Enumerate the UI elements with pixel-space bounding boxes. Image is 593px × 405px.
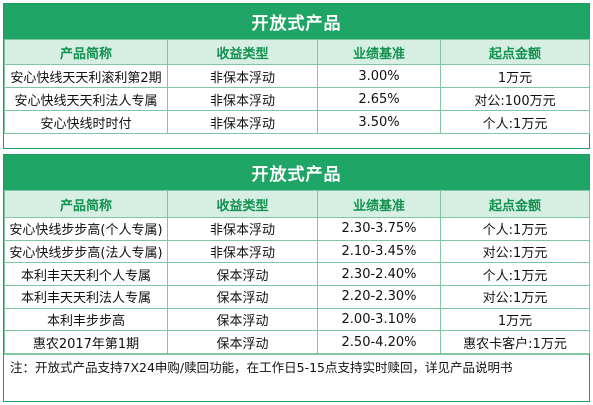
cell-benchmark: 2.30-3.75% xyxy=(317,217,441,241)
cell-yield-type: 保本浮动 xyxy=(167,285,318,309)
cell-min-amount: 个人:1万元 xyxy=(440,262,590,287)
cell-benchmark: 2.50-4.20% xyxy=(317,330,441,355)
table-row: 本利丰步步高 保本浮动 2.00-3.10% 1万元 xyxy=(4,307,590,332)
cell-benchmark: 2.10-3.45% xyxy=(317,239,441,264)
header-product-name: 产品简称 xyxy=(4,39,168,65)
cell-benchmark: 2.65% xyxy=(317,87,441,111)
table-row: 安心快线天天利法人专属 非保本浮动 2.65% 对公:100万元 xyxy=(4,87,590,111)
table-header-row: 产品简称 收益类型 业绩基准 起点金额 xyxy=(4,39,590,65)
cell-min-amount: 个人:1万元 xyxy=(440,110,590,134)
cell-product-name: 安心快线天天利法人专属 xyxy=(4,87,168,111)
footnote: 注：开放式产品支持7X24申购/赎回功能，在工作日5-15点支持实时赎回，详见产… xyxy=(4,354,589,377)
cell-benchmark: 2.00-3.10% xyxy=(317,307,441,332)
table-row: 安心快线天天利滚利第2期 非保本浮动 3.00% 1万元 xyxy=(4,64,590,88)
cell-product-name: 本利丰步步高 xyxy=(4,307,168,332)
cell-product-name: 安心快线步步高(法人专属) xyxy=(4,239,168,264)
cell-min-amount: 惠农卡客户:1万元 xyxy=(440,330,590,355)
panel-title: 开放式产品 xyxy=(4,4,589,39)
cell-min-amount: 对公:1万元 xyxy=(440,285,590,309)
header-yield-type: 收益类型 xyxy=(167,190,318,218)
table-row: 本利丰天天利法人专属 保本浮动 2.20-2.30% 对公:1万元 xyxy=(4,285,590,309)
cell-product-name: 惠农2017年第1期 xyxy=(4,330,168,355)
cell-yield-type: 保本浮动 xyxy=(167,262,318,287)
header-benchmark: 业绩基准 xyxy=(317,39,441,65)
cell-benchmark: 3.00% xyxy=(317,64,441,88)
cell-yield-type: 非保本浮动 xyxy=(167,239,318,264)
header-product-name: 产品简称 xyxy=(4,190,168,218)
cell-yield-type: 保本浮动 xyxy=(167,330,318,355)
open-products-panel-2: 开放式产品 产品简称 收益类型 业绩基准 起点金额 安心快线步步高(个人专属) … xyxy=(3,154,590,402)
table-row: 安心快线步步高(个人专属) 非保本浮动 2.30-3.75% 个人:1万元 xyxy=(4,217,590,241)
cell-yield-type: 非保本浮动 xyxy=(167,217,318,241)
table-row: 安心快线时时付 非保本浮动 3.50% 个人:1万元 xyxy=(4,110,590,134)
panel-title: 开放式产品 xyxy=(4,155,589,190)
table-header-row: 产品简称 收益类型 业绩基准 起点金额 xyxy=(4,190,590,218)
header-benchmark: 业绩基准 xyxy=(317,190,441,218)
cell-min-amount: 1万元 xyxy=(440,307,590,332)
cell-yield-type: 非保本浮动 xyxy=(167,110,318,134)
cell-yield-type: 保本浮动 xyxy=(167,307,318,332)
products-table-2: 产品简称 收益类型 业绩基准 起点金额 安心快线步步高(个人专属) 非保本浮动 … xyxy=(4,190,590,355)
cell-product-name: 本利丰天天利个人专属 xyxy=(4,262,168,287)
table-row: 本利丰天天利个人专属 保本浮动 2.30-2.40% 个人:1万元 xyxy=(4,262,590,287)
cell-benchmark: 2.30-2.40% xyxy=(317,262,441,287)
cell-product-name: 本利丰天天利法人专属 xyxy=(4,285,168,309)
cell-min-amount: 个人:1万元 xyxy=(440,217,590,241)
cell-benchmark: 2.20-2.30% xyxy=(317,285,441,309)
open-products-panel-1: 开放式产品 产品简称 收益类型 业绩基准 起点金额 安心快线天天利滚利第2期 非… xyxy=(3,3,590,149)
products-table-1: 产品简称 收益类型 业绩基准 起点金额 安心快线天天利滚利第2期 非保本浮动 3… xyxy=(4,39,590,134)
cell-yield-type: 非保本浮动 xyxy=(167,64,318,88)
header-yield-type: 收益类型 xyxy=(167,39,318,65)
cell-product-name: 安心快线天天利滚利第2期 xyxy=(4,64,168,88)
header-min-amount: 起点金额 xyxy=(440,190,590,218)
cell-product-name: 安心快线时时付 xyxy=(4,110,168,134)
cell-min-amount: 1万元 xyxy=(440,64,590,88)
cell-product-name: 安心快线步步高(个人专属) xyxy=(4,217,168,241)
cell-benchmark: 3.50% xyxy=(317,110,441,134)
cell-min-amount: 对公:100万元 xyxy=(440,87,590,111)
table-row: 惠农2017年第1期 保本浮动 2.50-4.20% 惠农卡客户:1万元 xyxy=(4,330,590,355)
cell-yield-type: 非保本浮动 xyxy=(167,87,318,111)
cell-min-amount: 对公:1万元 xyxy=(440,239,590,264)
table-row: 安心快线步步高(法人专属) 非保本浮动 2.10-3.45% 对公:1万元 xyxy=(4,239,590,264)
header-min-amount: 起点金额 xyxy=(440,39,590,65)
